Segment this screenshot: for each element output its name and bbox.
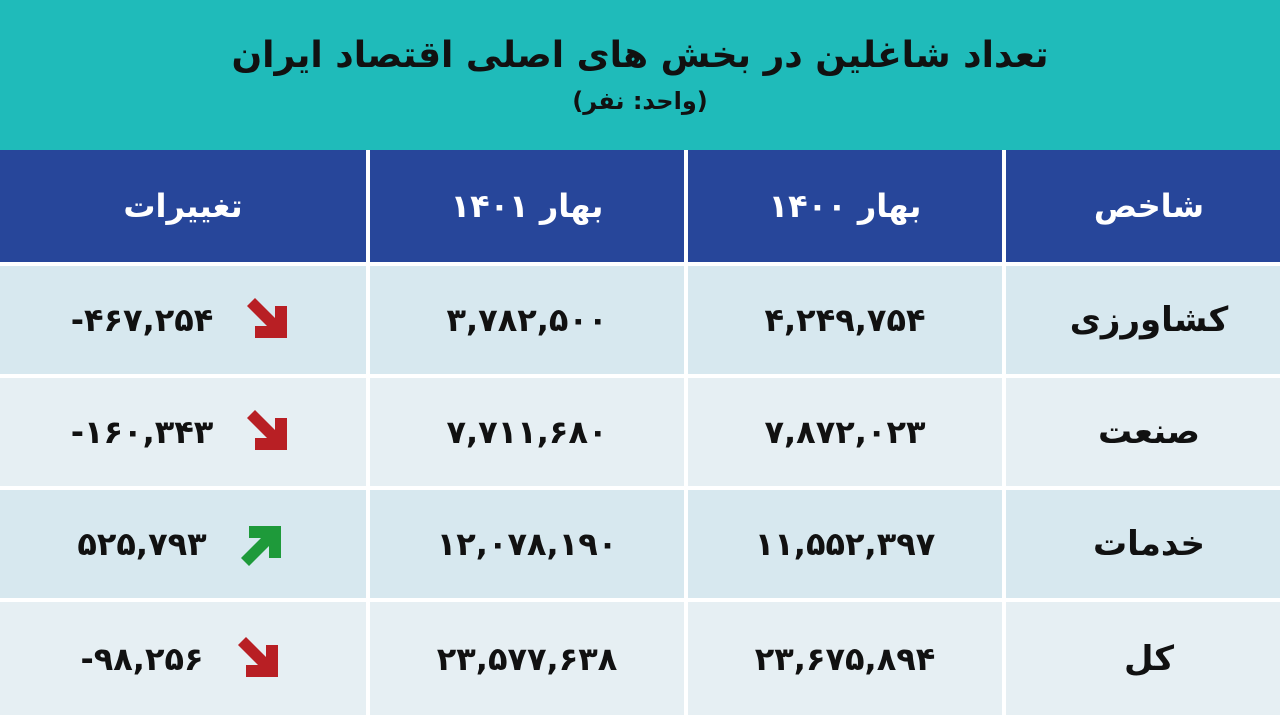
table-cell-spring-1400: ۷,۸۷۲,۰۲۳: [688, 378, 1002, 486]
unit-subtitle: (واحد: نفر): [572, 87, 708, 115]
arrow-up-right-icon: [240, 526, 281, 566]
table-cell-change: -۱۶۰,۳۴۳: [0, 378, 366, 486]
table-cell-spring-1400: ۴,۲۴۹,۷۵۴: [688, 266, 1002, 374]
arrow-down-right-icon: [247, 298, 288, 338]
row-label: صنعت: [1006, 378, 1280, 486]
table-cell-change: -۹۸,۲۵۶: [0, 602, 366, 715]
page-title: تعداد شاغلین در بخش های اصلی اقتصاد ایرا…: [231, 35, 1049, 76]
table-cell-spring-1400: ۱۱,۵۵۲,۳۹۷: [688, 490, 1002, 598]
table-cell-change: ۵۲۵,۷۹۳: [0, 490, 366, 598]
row-label: کشاورزی: [1006, 266, 1280, 374]
table-cell-change: -۴۶۷,۲۵۴: [0, 266, 366, 374]
table-cell-spring-1401: ۱۲,۰۷۸,۱۹۰: [370, 490, 684, 598]
column-header-indicator: شاخص: [1006, 150, 1280, 262]
table-cell-spring-1401: ۲۳,۵۷۷,۶۳۸: [370, 602, 684, 715]
table-cell-spring-1400: ۲۳,۶۷۵,۸۹۴: [688, 602, 1002, 715]
change-value: -۴۶۷,۲۵۴: [70, 301, 214, 339]
column-header-spring-1400: بهار ۱۴۰۰: [688, 150, 1002, 262]
row-label: خدمات: [1006, 490, 1280, 598]
column-header-spring-1401: بهار ۱۴۰۱: [370, 150, 684, 262]
column-header-change: تغییرات: [0, 150, 366, 262]
change-value: ۵۲۵,۷۹۳: [77, 525, 207, 563]
change-value: -۹۸,۲۵۶: [80, 639, 204, 678]
arrow-down-right-icon: [247, 410, 288, 450]
row-label: کل: [1006, 602, 1280, 715]
change-value: -۱۶۰,۳۴۳: [70, 413, 214, 451]
arrow-down-right-icon: [237, 636, 278, 677]
table-cell-spring-1401: ۷,۷۱۱,۶۸۰: [370, 378, 684, 486]
title-banner: تعداد شاغلین در بخش های اصلی اقتصاد ایرا…: [0, 0, 1280, 150]
employment-table: تغییرات بهار ۱۴۰۱ بهار ۱۴۰۰ شاخص -۴۶۷,۲۵…: [0, 150, 1280, 715]
table-cell-spring-1401: ۳,۷۸۲,۵۰۰: [370, 266, 684, 374]
